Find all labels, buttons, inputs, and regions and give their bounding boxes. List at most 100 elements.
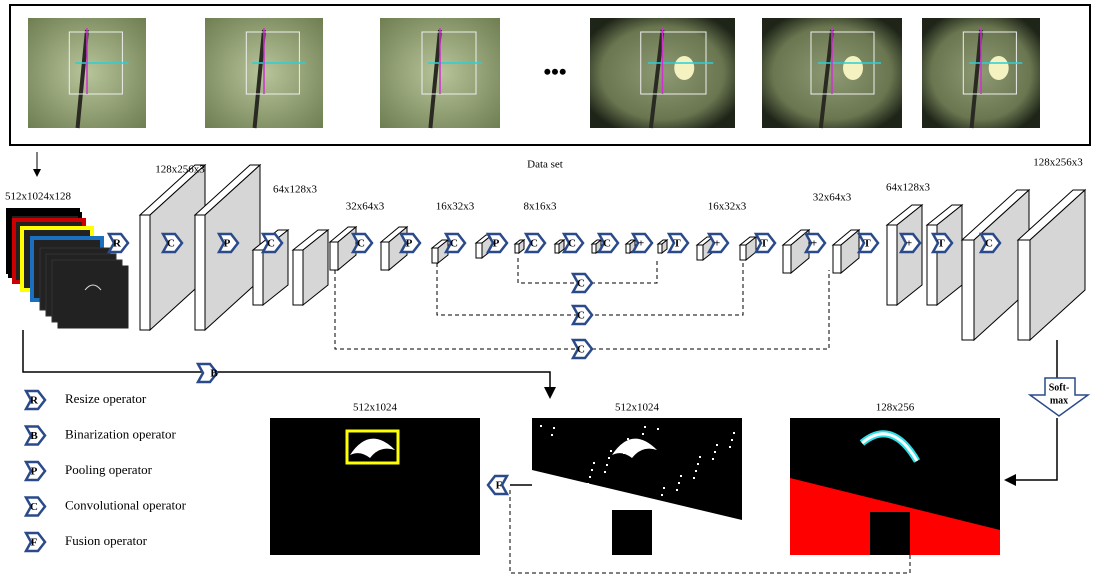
operator-arrow	[978, 232, 1002, 254]
legend-label: Fusion operator	[65, 533, 148, 548]
layer-front	[475, 242, 483, 259]
softmax-label: Soft-	[1049, 382, 1070, 393]
skip-operator: C	[577, 310, 585, 322]
operator: C	[985, 238, 993, 250]
noise	[712, 458, 714, 460]
layer-size: 32x64x3	[346, 201, 385, 213]
operator: C	[530, 238, 538, 250]
tool	[969, 29, 983, 129]
legend-label: Convolutional operator	[65, 497, 187, 512]
legend-symbol: P	[31, 466, 38, 478]
tool	[75, 29, 89, 129]
noise	[555, 500, 557, 502]
input-slice	[57, 265, 129, 329]
operator: P	[224, 238, 231, 250]
operator-arrow	[706, 232, 730, 254]
particle	[988, 56, 1009, 80]
noise	[587, 483, 589, 485]
skip-connection	[436, 263, 744, 316]
noise	[642, 433, 644, 435]
operator-arrow	[23, 460, 47, 482]
noise	[593, 462, 595, 464]
operator: P	[493, 238, 500, 250]
ellipsis: •••	[543, 59, 566, 84]
output-fused	[270, 418, 480, 555]
operator: C	[568, 238, 576, 250]
operator-arrow	[570, 272, 594, 294]
operator: T	[760, 238, 768, 250]
layer-front	[1017, 239, 1031, 341]
noise	[663, 487, 665, 489]
layer-size: 16x32x3	[708, 201, 747, 213]
fusion-operator: F	[496, 480, 503, 492]
output-size: 512x1024	[353, 402, 398, 414]
noise	[640, 440, 642, 442]
layer-size: 64x128x3	[273, 184, 318, 196]
layer-front	[625, 243, 631, 254]
layer-front	[926, 224, 938, 306]
operator-arrow	[195, 362, 219, 384]
tool	[428, 29, 442, 129]
operator: C	[450, 238, 458, 250]
legend-label: Pooling operator	[65, 462, 153, 477]
noise	[699, 456, 701, 458]
detection-box	[345, 429, 400, 465]
legend-symbol: B	[30, 430, 38, 442]
layer-front	[886, 224, 898, 306]
tool	[648, 29, 665, 129]
noise	[625, 445, 627, 447]
legend-symbol: R	[30, 395, 39, 407]
input-size: 512x1024x128	[5, 191, 72, 203]
seg-hole	[870, 512, 910, 555]
noise	[553, 427, 555, 429]
layer-front	[380, 241, 390, 271]
noise	[678, 482, 680, 484]
noise	[623, 452, 625, 454]
noise	[661, 494, 663, 496]
layer-size: 8x16x3	[524, 201, 558, 213]
fusion-link	[509, 490, 911, 574]
operator-arrow	[106, 232, 130, 254]
legend-label: Resize operator	[65, 391, 147, 406]
layer-front	[139, 214, 151, 331]
tool	[252, 29, 266, 129]
operator: +	[811, 238, 817, 250]
layer-front	[696, 244, 704, 261]
noise	[591, 469, 593, 471]
noise	[680, 475, 682, 477]
operator-arrow	[523, 232, 547, 254]
operator-arrow	[23, 389, 47, 411]
layer-size: 128x256x3	[1033, 157, 1083, 169]
dataset-caption: Data set	[527, 159, 563, 171]
noise	[646, 499, 648, 501]
operator-arrow	[930, 232, 954, 254]
layer-front	[739, 244, 747, 261]
noise	[714, 451, 716, 453]
noise	[644, 426, 646, 428]
operator-arrow	[350, 232, 374, 254]
noise	[570, 495, 572, 497]
operator: T	[673, 238, 681, 250]
layer-front	[782, 244, 792, 274]
layer-size: 32x64x3	[813, 192, 852, 204]
softmax-label: max	[1050, 395, 1068, 406]
operator-arrow	[666, 232, 690, 254]
noise	[657, 428, 659, 430]
layer-front	[292, 249, 304, 306]
noise	[551, 434, 553, 436]
noise	[606, 464, 608, 466]
noise	[716, 444, 718, 446]
noise	[697, 463, 699, 465]
operator-arrow	[630, 232, 654, 254]
operator-arrow	[856, 232, 880, 254]
output-size: 512x1024	[615, 402, 660, 414]
operator-arrow	[596, 232, 620, 254]
noise	[731, 439, 733, 441]
noise	[627, 438, 629, 440]
skip-operator: C	[577, 278, 585, 290]
operator: C	[267, 238, 275, 250]
binary-hole	[612, 510, 652, 555]
layer-front	[431, 247, 439, 264]
layer-size: 64x128x3	[886, 182, 931, 194]
